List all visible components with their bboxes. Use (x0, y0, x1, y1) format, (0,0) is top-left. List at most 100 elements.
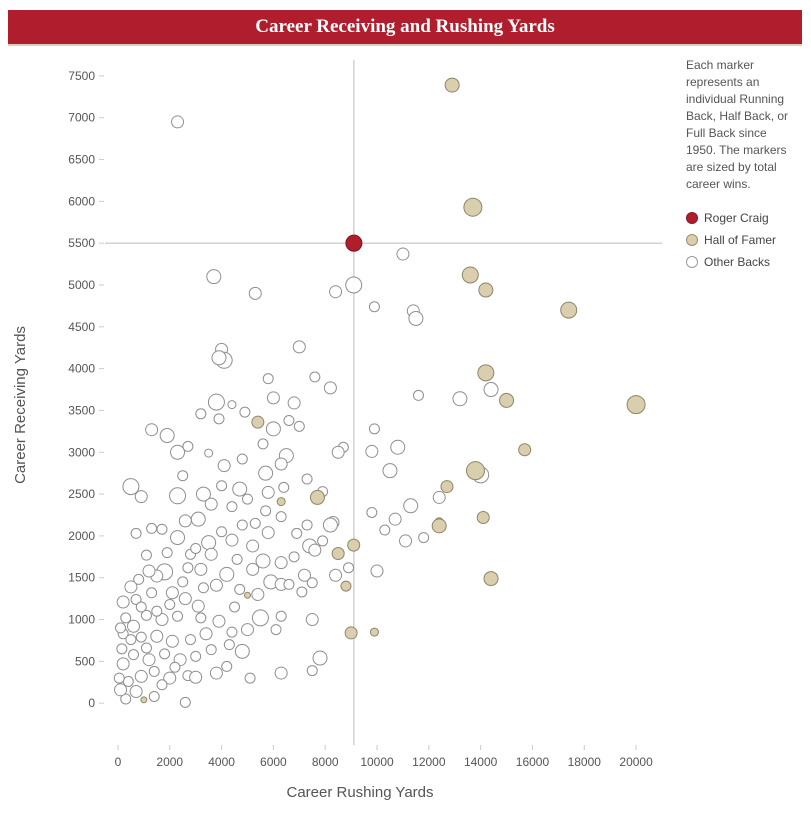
other-back-point (204, 448, 214, 458)
hall-of-famer-point (477, 364, 495, 382)
other-back-point (122, 478, 140, 496)
other-back-point (116, 595, 130, 609)
other-back-point (345, 276, 363, 294)
other-back-point (129, 684, 143, 698)
other-back-point (275, 610, 287, 622)
hall-of-famer-point (478, 282, 494, 298)
other-back-point (452, 391, 468, 407)
hall-of-famer-point (347, 538, 361, 552)
other-back-point (251, 609, 269, 627)
other-back-point (368, 301, 380, 313)
other-back-point (140, 609, 152, 621)
other-back-point (165, 634, 179, 648)
other-back-point (301, 473, 313, 485)
legend-item-hall-of-famer: Hall of Famer (686, 229, 806, 251)
y-tick-label: 1500 (68, 571, 95, 585)
other-back-point (113, 672, 125, 684)
other-back-point (184, 634, 196, 646)
other-back-point (216, 480, 228, 492)
other-back-point (231, 553, 243, 565)
hall-of-famer-point (309, 489, 325, 505)
other-back-point (255, 553, 271, 569)
other-back-point (309, 371, 321, 383)
other-back-point (343, 562, 355, 574)
other-back-point (412, 389, 424, 401)
other-back-point (293, 420, 305, 432)
hall-of-famer-point (243, 591, 251, 599)
other-back-point (146, 587, 158, 599)
y-tick-label: 3000 (68, 445, 95, 459)
other-back-point (124, 580, 138, 594)
y-tick-label: 1000 (68, 613, 95, 627)
other-back-point (275, 511, 287, 523)
x-tick-label: 16000 (516, 755, 550, 769)
y-axis-title: Career Receiving Yards (12, 326, 29, 484)
other-back-point (292, 340, 306, 354)
other-back-point (212, 614, 226, 628)
other-back-point (130, 527, 142, 539)
other-back-point (172, 610, 184, 622)
y-tick-label: 7500 (68, 69, 95, 83)
other-back-point (390, 439, 406, 455)
other-back-point (283, 414, 295, 426)
chart-note: Each marker represents an individual Run… (686, 58, 789, 191)
other-back-point (229, 601, 241, 613)
other-back-point (234, 643, 250, 659)
other-back-point (170, 444, 186, 460)
other-back-point (126, 619, 140, 633)
other-back-point (127, 649, 139, 661)
other-back-point (366, 506, 378, 518)
other-back-point (177, 576, 189, 588)
y-axis-ticks: 0 500 1000 1500 2000 2500 3000 3500 4000 4500 5000… (68, 69, 104, 710)
other-back-point (217, 459, 231, 473)
hall-of-famer-point (461, 266, 479, 284)
other-back-point (190, 511, 206, 527)
hall-of-famer-point (369, 627, 379, 637)
other-back-point (209, 666, 223, 680)
legend-label-roger-craig: Roger Craig (704, 211, 769, 225)
y-tick-label: 6500 (68, 153, 95, 167)
other-back-point (125, 634, 137, 646)
other-back-point (239, 406, 251, 418)
other-back-point (408, 310, 424, 326)
x-tick-label: 6000 (260, 755, 287, 769)
other-back-point (190, 542, 202, 554)
other-back-point (262, 373, 274, 385)
x-tick-label: 8000 (312, 755, 339, 769)
other-back-point (399, 534, 413, 548)
other-back-point (331, 445, 345, 459)
other-back-point (148, 690, 160, 702)
other-back-point (116, 657, 130, 671)
legend-swatch-roger-craig (686, 212, 698, 224)
other-back-point (418, 532, 430, 544)
other-back-point (258, 465, 274, 481)
hall-of-famer-point (626, 395, 646, 415)
other-back-point (197, 582, 209, 594)
other-back-point (194, 562, 208, 576)
other-back-point (287, 396, 301, 410)
other-back-point (274, 666, 288, 680)
other-back-point (274, 556, 288, 570)
other-back-point (134, 669, 148, 683)
other-back-point (142, 564, 156, 578)
other-back-point (317, 535, 329, 547)
legend-item-other-backs: Other Backs (686, 251, 806, 273)
other-back-point (151, 605, 163, 617)
other-back-point (266, 391, 280, 405)
other-back-point (236, 453, 248, 465)
other-back-point (368, 423, 380, 435)
other-back-point (134, 490, 148, 504)
other-back-point (246, 539, 260, 553)
other-back-point (190, 650, 202, 662)
hall-of-famer-point (431, 518, 447, 534)
other-back-point (135, 601, 147, 613)
legend-swatch-other-backs (686, 256, 698, 268)
hall-of-famer-point (463, 197, 483, 217)
other-back-point (432, 490, 446, 504)
legend-label-other-backs: Other Backs (704, 255, 771, 269)
other-back-point (382, 463, 398, 479)
other-back-point (164, 598, 176, 610)
other-back-point (306, 577, 318, 589)
other-back-point (170, 530, 186, 546)
